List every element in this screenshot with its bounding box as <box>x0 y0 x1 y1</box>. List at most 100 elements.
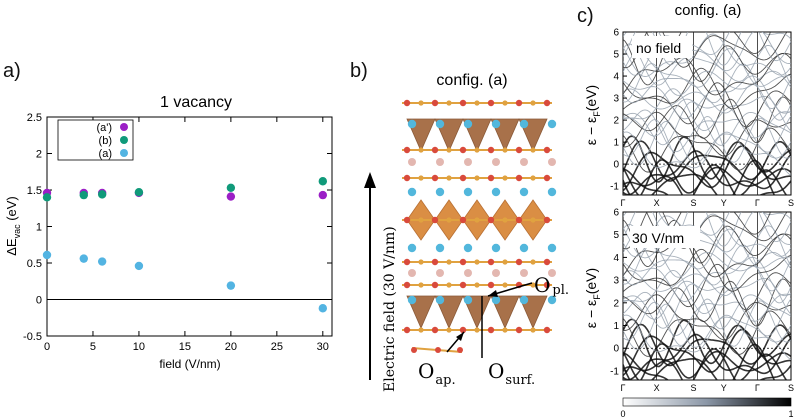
kpoint-label: Γ <box>621 383 626 393</box>
cation-atom <box>547 243 557 253</box>
y-tick-label: 4 <box>613 253 619 264</box>
panel-b-title: config. (a) <box>436 72 507 89</box>
bond-node <box>418 217 424 223</box>
panel-c-letter: c) <box>577 5 594 27</box>
band-line <box>623 343 776 380</box>
band-line <box>623 39 791 86</box>
crystal-structure <box>402 99 557 353</box>
legend: (a') (b) (a) <box>57 119 134 161</box>
bond-node <box>418 100 424 106</box>
legend-marker-b <box>120 136 128 144</box>
data-point-series-1 <box>42 193 52 202</box>
panel-a-chart: 1 vacancy 0 5 10 15 20 25 30 -0.500.511.522.5 … <box>4 94 333 371</box>
y-tick-label: -1 <box>610 182 619 193</box>
oxygen-atom <box>431 216 439 224</box>
oxygen-atom <box>487 99 495 107</box>
oxygen-atom <box>457 347 463 353</box>
oxygen-atom <box>459 146 467 154</box>
oxygen-atom <box>543 281 551 289</box>
cation-atom <box>435 119 445 129</box>
oxygen-atom <box>431 258 439 266</box>
band-line <box>623 116 791 163</box>
band-line <box>623 150 791 195</box>
y-tick-label: 0 <box>36 295 42 307</box>
bond-node <box>502 282 508 288</box>
y-tick-label: 5 <box>613 230 619 241</box>
oxygen-atom <box>515 99 523 107</box>
oxygen-atom <box>543 146 551 154</box>
oxygen-atom <box>515 216 523 224</box>
kpoint-label: S <box>691 198 697 208</box>
field-arrow-head <box>364 172 376 188</box>
x-axis-label: field (V/nm) <box>159 357 220 371</box>
kpoint-label: Γ <box>621 198 626 208</box>
oxygen-atom <box>543 174 551 182</box>
y-tick-label: 0.5 <box>27 258 42 270</box>
cation-atom <box>520 158 528 166</box>
kpoint-label: Y <box>721 383 727 393</box>
band-line <box>645 212 772 238</box>
bond-node <box>474 259 480 265</box>
oxygen-atom <box>403 326 411 334</box>
x-ticks: 0 5 10 15 20 25 30 <box>44 117 329 353</box>
y-tick-label: 0 <box>613 344 619 355</box>
oxygen-atom <box>487 258 495 266</box>
cation-atom <box>436 269 444 277</box>
oxygen-atom <box>487 326 495 334</box>
band-line <box>623 32 791 66</box>
cation-atom <box>407 243 417 253</box>
y-tick-label: 1 <box>613 321 619 332</box>
band-line <box>623 348 791 380</box>
band-line <box>623 52 791 96</box>
tetrahedron <box>406 295 436 329</box>
kpoint-label: S <box>691 383 697 393</box>
oxygen-atom <box>431 326 439 334</box>
bond-node <box>418 327 424 333</box>
band-line <box>623 298 791 347</box>
band-line <box>623 32 788 69</box>
band-line <box>623 318 791 368</box>
kpoint-label: X <box>654 198 660 208</box>
bottom-y-ticks: -1 0 1 2 3 4 5 6 <box>610 208 627 377</box>
bond-node <box>474 100 480 106</box>
cation-atom <box>464 158 472 166</box>
cation-atom <box>519 243 529 253</box>
oxygen-atom <box>515 174 523 182</box>
legend-label-a-prime: (a') <box>96 122 112 134</box>
band-line <box>623 265 791 304</box>
bond-node <box>446 100 452 106</box>
field-label: Electric field (30 V/nm) <box>382 226 398 392</box>
y-tick-label: 2 <box>613 298 619 309</box>
y-tick-label: 4 <box>613 72 619 83</box>
data-point-series-1 <box>318 177 328 186</box>
cation-atom <box>407 187 417 197</box>
band-line <box>623 135 791 183</box>
x-tick-label: 0 <box>44 341 50 353</box>
cation-atom <box>519 119 529 129</box>
cation-atom <box>464 269 472 277</box>
cation-atom <box>408 269 416 277</box>
band-line <box>623 310 791 357</box>
y-ticks: -0.5 0 0.5 1 1.5 2 2.5 <box>23 112 332 343</box>
bottom-y-axis-label: ε − εF(eV) <box>583 268 602 328</box>
panel-b-letter: b) <box>350 60 368 82</box>
bond-node <box>474 282 480 288</box>
bond-node <box>474 147 480 153</box>
bond-node <box>418 175 424 181</box>
cation-atom <box>548 158 556 166</box>
oxygen-atom <box>543 216 551 224</box>
label-o-ap: Oap. <box>418 359 456 388</box>
oxygen-atom <box>487 146 495 154</box>
bond-node <box>418 147 424 153</box>
cation-atom <box>436 158 444 166</box>
band-line <box>623 291 791 337</box>
band-line <box>623 212 788 250</box>
x-tick-label: 15 <box>179 341 191 353</box>
bond-node <box>446 259 452 265</box>
oxygen-atom <box>515 326 523 334</box>
oxygen-atom <box>543 99 551 107</box>
legend-label-a: (a) <box>99 148 112 160</box>
oxygen-atom <box>487 216 495 224</box>
oxygen-atom <box>403 174 411 182</box>
cation-atom <box>520 269 528 277</box>
